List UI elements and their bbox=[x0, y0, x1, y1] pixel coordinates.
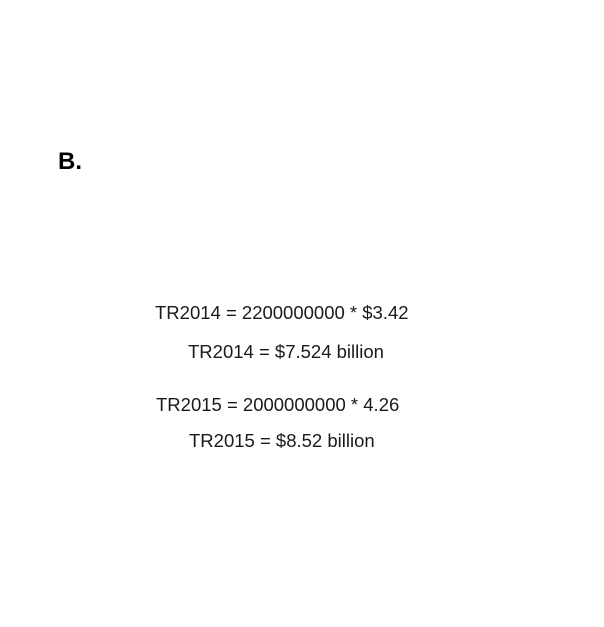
equation-tr2014-formula: TR2014 = 2200000000 * $3.42 bbox=[155, 302, 409, 323]
equation-tr2014-result: TR2014 = $7.524 billion bbox=[188, 341, 384, 362]
section-label: B. bbox=[58, 148, 82, 175]
equation-tr2015-result: TR2015 = $8.52 billion bbox=[189, 430, 375, 451]
equation-tr2015-formula: TR2015 = 2000000000 * 4.26 bbox=[156, 394, 400, 415]
